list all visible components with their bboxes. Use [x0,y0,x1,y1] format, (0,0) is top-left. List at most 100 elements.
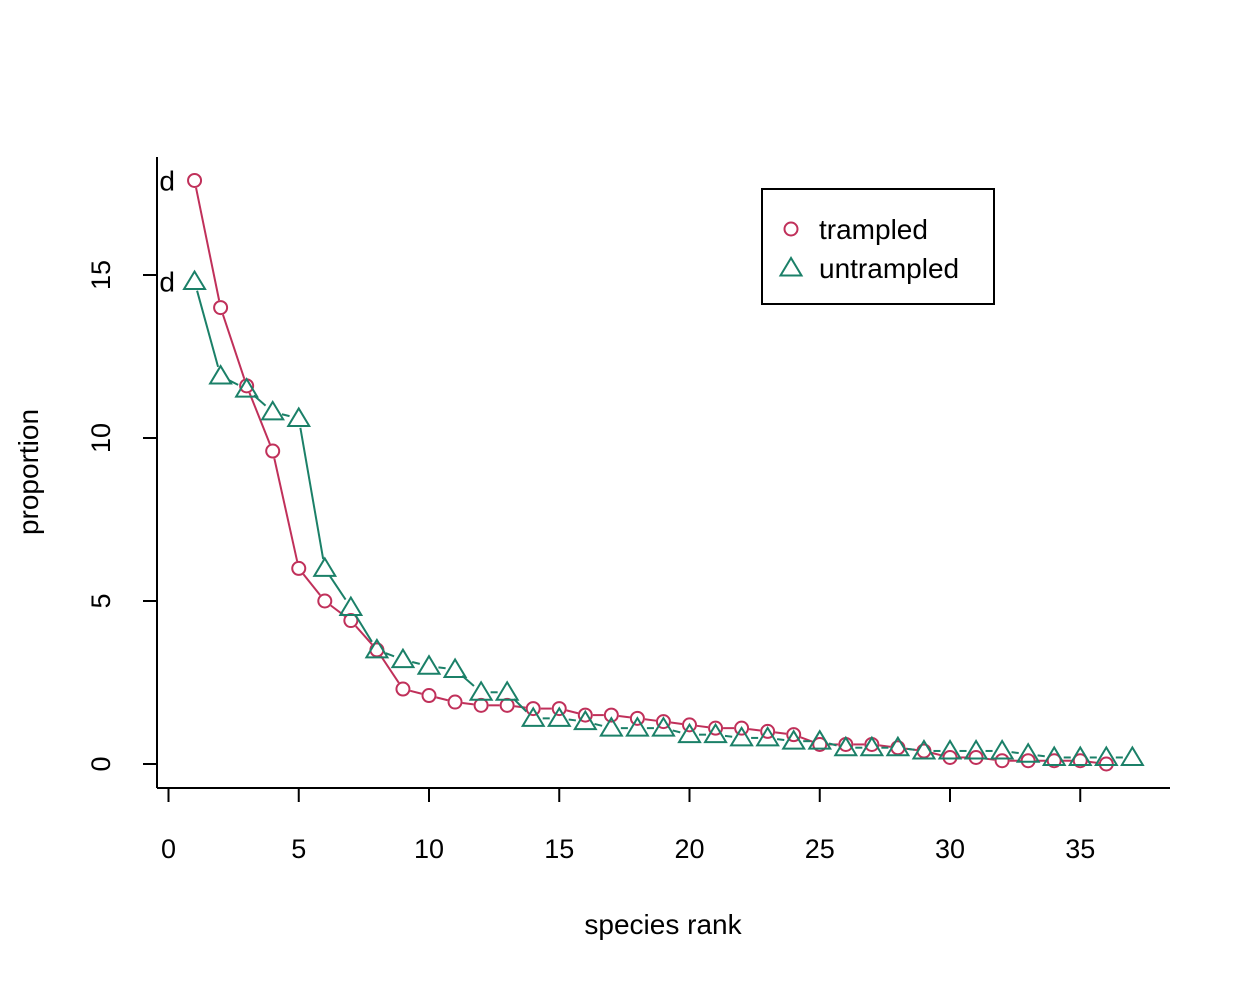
series-line-segment [380,655,400,684]
series-line-segment [195,187,221,301]
data-point [312,556,338,577]
data-point [338,595,364,617]
series-untrampled [182,269,1145,766]
data-point [812,736,828,752]
legend-label: trampled [819,214,928,245]
data-point [989,739,1015,760]
data-point [1067,745,1093,766]
series-line-segment [618,715,631,719]
data-point [937,739,963,760]
series-line-segment [462,701,474,706]
series-line-segment [514,705,526,709]
x-tick-label: 30 [935,834,965,864]
point-annotations: dd [159,165,175,297]
point-annotation: d [159,267,175,298]
data-point [1015,742,1041,763]
data-point [260,399,285,421]
series-line-segment [776,738,785,741]
data-point [286,406,312,427]
x-axis-title: species rank [584,909,742,940]
y-ticks: 0 5 10 15 [86,260,157,772]
legend-marker [778,256,804,277]
data-point [1094,745,1119,766]
data-point [755,725,780,747]
data-point [786,727,802,743]
y-tick-label: 5 [86,593,116,608]
data-point [520,706,546,727]
data-point [734,720,750,736]
x-tick-label: 20 [674,834,704,864]
series-line-segment [907,747,915,751]
data-point [468,680,494,701]
series-line-segment [222,314,246,380]
data-point [213,300,229,316]
series-line-segment [411,661,421,665]
data-point [494,680,520,701]
data-point [1120,745,1145,766]
data-point [1041,745,1067,766]
series-line-segment [672,729,681,734]
y-axis-title: proportion [13,409,44,535]
legend: trampled untrampled [761,188,995,305]
y-tick-label: 0 [86,756,116,771]
data-point [911,739,937,760]
series-line-segment [748,728,761,732]
data-point [655,714,671,730]
data-point [1046,753,1062,769]
data-point [677,722,702,744]
series-line-segment [1011,751,1019,755]
data-point [885,735,911,757]
data-point [807,729,833,750]
series-line-segment [248,392,271,445]
data-point [546,706,572,727]
series-line-segment [513,698,528,713]
y-tick-label: 15 [86,260,116,290]
data-point [208,364,233,385]
point-annotation: d [159,165,175,196]
series-line-segment [774,731,787,735]
data-point [291,560,307,576]
data-point [442,657,468,678]
data-point [234,377,259,398]
series-line-segment [879,744,891,748]
data-point [317,593,333,609]
data-point [182,269,207,291]
data-point [994,753,1010,769]
data-point [682,717,697,733]
series-line-segment [196,290,220,368]
series-line-segment [281,413,290,418]
data-point [573,709,598,731]
data-point [890,740,906,756]
data-point [577,707,593,723]
data-point [859,735,885,757]
x-tick-label: 10 [414,834,444,864]
series-line-segment [670,721,683,725]
series-line-segment [800,736,814,743]
series-line-segment [438,666,446,670]
series-line-segment [566,709,579,715]
series-line-segment [302,573,321,596]
x-tick-label: 25 [805,834,835,864]
data-point [603,707,619,723]
data-point [187,172,203,188]
data-point [703,722,728,744]
series-line-segment [436,696,449,702]
data-point [551,701,567,717]
data-point [390,647,416,669]
series-line-segment [354,615,373,643]
x-tick-label: 5 [291,834,306,864]
data-point [708,720,724,736]
legend-box [761,188,995,305]
series-line-segment [355,625,373,645]
legend-item-untrampled: untrampled [778,253,959,284]
legend-items: trampled untrampled [778,214,959,284]
data-point [395,681,411,697]
data-point [963,739,989,760]
series-layer [182,172,1145,772]
data-point [916,743,932,759]
series-line-segment [828,742,837,747]
series-line-segment [568,718,576,722]
data-point [629,710,645,726]
data-point [1072,753,1088,769]
data-point [833,735,859,757]
